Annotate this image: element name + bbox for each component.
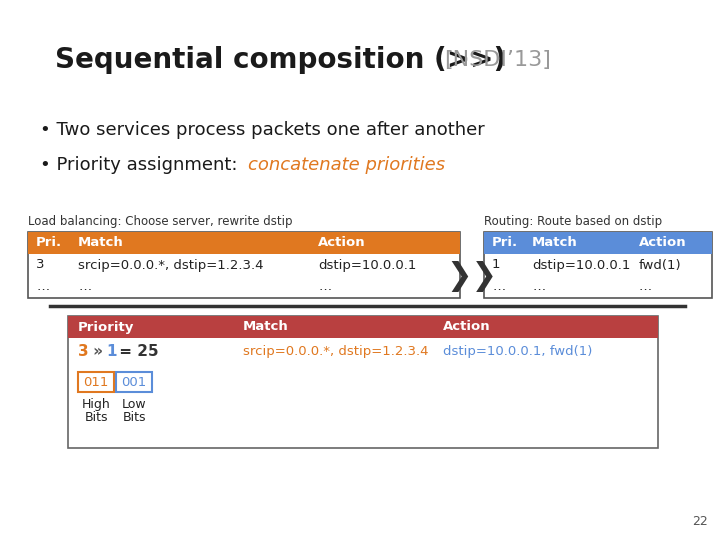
Text: • Priority assignment:: • Priority assignment: bbox=[40, 156, 243, 174]
Text: srcip=0.0.0.*, dstip=1.2.3.4: srcip=0.0.0.*, dstip=1.2.3.4 bbox=[78, 259, 264, 272]
Text: 001: 001 bbox=[122, 375, 147, 388]
Text: ❯❯: ❯❯ bbox=[446, 260, 498, 292]
Text: dstip=10.0.0.1: dstip=10.0.0.1 bbox=[318, 259, 416, 272]
Bar bbox=[484, 232, 712, 254]
Text: Routing: Route based on dstip: Routing: Route based on dstip bbox=[484, 215, 662, 228]
Bar bbox=[116, 372, 152, 392]
Text: Bits: Bits bbox=[84, 411, 108, 424]
Text: Match: Match bbox=[243, 321, 289, 334]
Text: Low: Low bbox=[122, 398, 146, 411]
Text: High: High bbox=[81, 398, 110, 411]
Text: …: … bbox=[36, 280, 49, 294]
Text: = 25: = 25 bbox=[114, 345, 158, 360]
Bar bbox=[78, 372, 114, 392]
Text: Match: Match bbox=[78, 237, 124, 249]
Text: Load balancing: Choose server, rewrite dstip: Load balancing: Choose server, rewrite d… bbox=[28, 215, 292, 228]
Text: 3: 3 bbox=[36, 259, 45, 272]
Text: Pri.: Pri. bbox=[36, 237, 62, 249]
Text: …: … bbox=[492, 280, 505, 294]
Text: 1: 1 bbox=[106, 345, 117, 360]
Bar bbox=[28, 232, 460, 254]
Text: 011: 011 bbox=[84, 375, 109, 388]
Text: • Two services process packets one after another: • Two services process packets one after… bbox=[40, 121, 485, 139]
Bar bbox=[68, 316, 658, 448]
Text: dstip=10.0.0.1: dstip=10.0.0.1 bbox=[532, 259, 631, 272]
Text: srcip=0.0.0.*, dstip=1.2.3.4: srcip=0.0.0.*, dstip=1.2.3.4 bbox=[243, 346, 428, 359]
Text: Action: Action bbox=[639, 237, 687, 249]
Text: fwd(1): fwd(1) bbox=[639, 259, 682, 272]
Bar bbox=[28, 232, 460, 298]
Text: …: … bbox=[532, 280, 545, 294]
Text: Bits: Bits bbox=[122, 411, 145, 424]
Text: Priority: Priority bbox=[78, 321, 135, 334]
Text: Action: Action bbox=[443, 321, 490, 334]
Text: dstip=10.0.0.1, fwd(1): dstip=10.0.0.1, fwd(1) bbox=[443, 346, 593, 359]
Text: …: … bbox=[639, 280, 652, 294]
Text: 22: 22 bbox=[692, 515, 708, 528]
Text: Sequential composition (>>): Sequential composition (>>) bbox=[55, 46, 516, 74]
Text: …: … bbox=[78, 280, 91, 294]
Text: concatenate priorities: concatenate priorities bbox=[248, 156, 445, 174]
Text: 3: 3 bbox=[78, 345, 89, 360]
Text: [NSDI’13]: [NSDI’13] bbox=[444, 50, 551, 70]
Bar bbox=[484, 232, 712, 298]
Text: Pri.: Pri. bbox=[492, 237, 518, 249]
Text: …: … bbox=[318, 280, 331, 294]
Text: Action: Action bbox=[318, 237, 366, 249]
Text: 1: 1 bbox=[492, 259, 500, 272]
Text: »: » bbox=[88, 345, 108, 360]
Text: Match: Match bbox=[532, 237, 577, 249]
Bar bbox=[68, 316, 658, 338]
